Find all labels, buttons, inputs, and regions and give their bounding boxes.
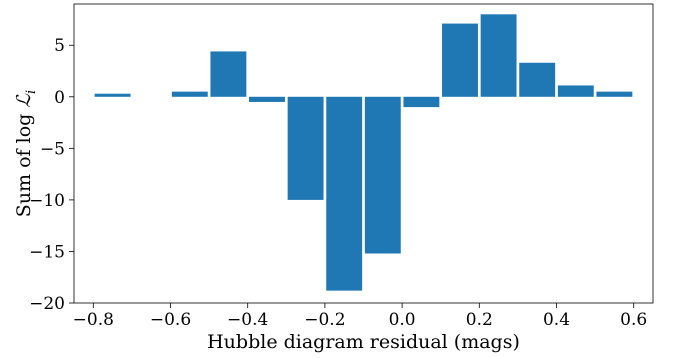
bar	[519, 62, 556, 97]
bar	[557, 85, 594, 97]
y-axis-label: Sum of log ℒi	[13, 90, 39, 217]
x-tick-label: −0.6	[150, 310, 191, 330]
bar	[403, 96, 440, 108]
y-axis-ticks: 5 0 −5 −10 −15 −20	[29, 36, 74, 314]
x-axis-ticks: −0.8 −0.6 −0.4 −0.2 0.0 0.2 0.4 0.6	[73, 303, 647, 330]
bar	[249, 96, 285, 102]
bar	[287, 96, 324, 200]
y-tick-label: −10	[29, 191, 65, 211]
bar	[364, 96, 401, 254]
bar	[210, 51, 247, 97]
x-tick-label: −0.8	[73, 310, 114, 330]
bar	[171, 91, 208, 97]
y-tick-label: 0	[54, 88, 65, 108]
x-tick-label: 0.2	[466, 310, 493, 330]
bar	[94, 93, 131, 97]
bar	[442, 23, 478, 97]
y-axis-label-prefix: Sum of log	[13, 108, 35, 218]
y-axis-label-symbol: ℒ	[13, 93, 35, 108]
x-tick-label: 0.6	[620, 310, 647, 330]
y-tick-label: −20	[29, 294, 65, 314]
bar	[480, 14, 517, 97]
x-tick-label: 0.0	[389, 310, 416, 330]
y-axis-label-subscript: i	[24, 90, 39, 94]
bar	[596, 91, 633, 97]
plot-frame	[73, 3, 654, 304]
x-tick-label: 0.4	[543, 310, 570, 330]
bar	[326, 96, 363, 291]
x-tick-label: −0.2	[304, 310, 345, 330]
y-tick-label: −5	[40, 139, 65, 159]
bars-group	[94, 14, 633, 291]
x-axis-label: Hubble diagram residual (mags)	[207, 331, 520, 353]
x-tick-label: −0.4	[227, 310, 268, 330]
y-tick-label: −15	[29, 242, 65, 262]
y-tick-label: 5	[54, 36, 65, 56]
